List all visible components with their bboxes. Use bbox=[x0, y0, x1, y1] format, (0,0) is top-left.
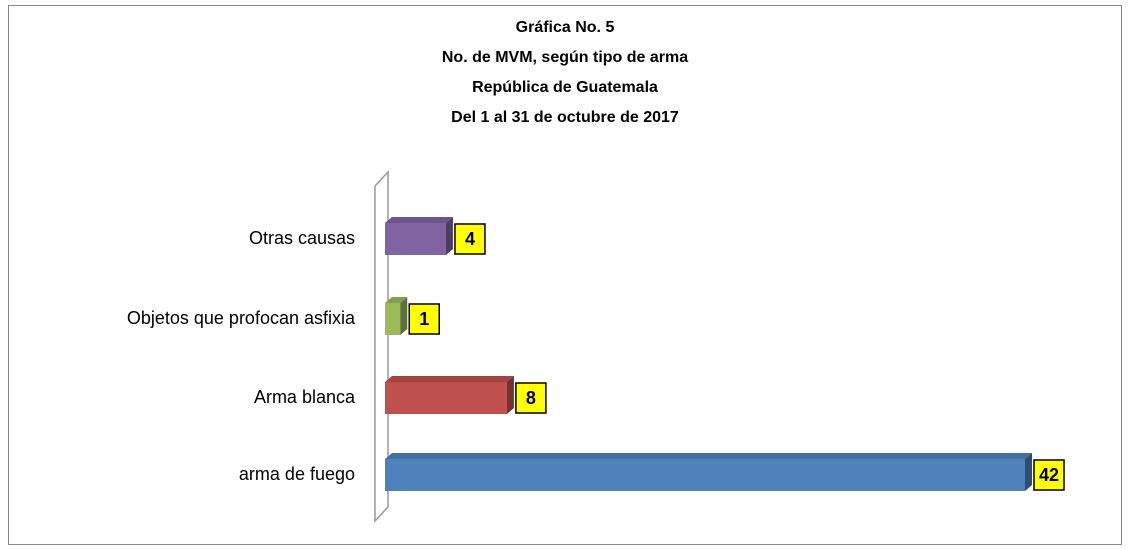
back-wall bbox=[374, 170, 389, 523]
bar-top bbox=[385, 217, 453, 223]
bar-side bbox=[445, 217, 453, 255]
data-label: 8 bbox=[526, 388, 536, 408]
data-label: 1 bbox=[419, 309, 429, 329]
bar-top bbox=[385, 453, 1032, 459]
bar bbox=[385, 453, 1032, 491]
data-label: 4 bbox=[465, 229, 475, 249]
category-label: Otras causas bbox=[249, 228, 355, 248]
chart-title: No. de MVM, según tipo de arma bbox=[442, 49, 688, 66]
bar-front bbox=[385, 459, 1025, 491]
chart-title: República de Guatemala bbox=[472, 79, 658, 96]
chart-title: Gráfica No. 5 bbox=[516, 19, 615, 36]
bar-front bbox=[385, 382, 507, 414]
label-box bbox=[408, 303, 440, 335]
bar-front bbox=[385, 303, 401, 335]
bar-top bbox=[385, 376, 514, 382]
bar bbox=[385, 376, 514, 414]
bar-side bbox=[506, 376, 514, 414]
label-box bbox=[515, 382, 547, 414]
bar-front bbox=[385, 223, 446, 255]
bar bbox=[385, 297, 408, 335]
label-box bbox=[454, 223, 486, 255]
bar-side bbox=[400, 297, 408, 335]
bar bbox=[385, 217, 453, 255]
label-box bbox=[1033, 459, 1065, 491]
category-label: arma de fuego bbox=[239, 464, 355, 484]
bar-top bbox=[385, 297, 408, 303]
chart-title: Del 1 al 31 de octubre de 2017 bbox=[451, 109, 679, 126]
category-label: Objetos que profocan asfixia bbox=[127, 308, 356, 328]
category-label: Arma blanca bbox=[254, 387, 356, 407]
bar-side bbox=[1025, 453, 1032, 491]
data-label: 42 bbox=[1039, 465, 1059, 485]
